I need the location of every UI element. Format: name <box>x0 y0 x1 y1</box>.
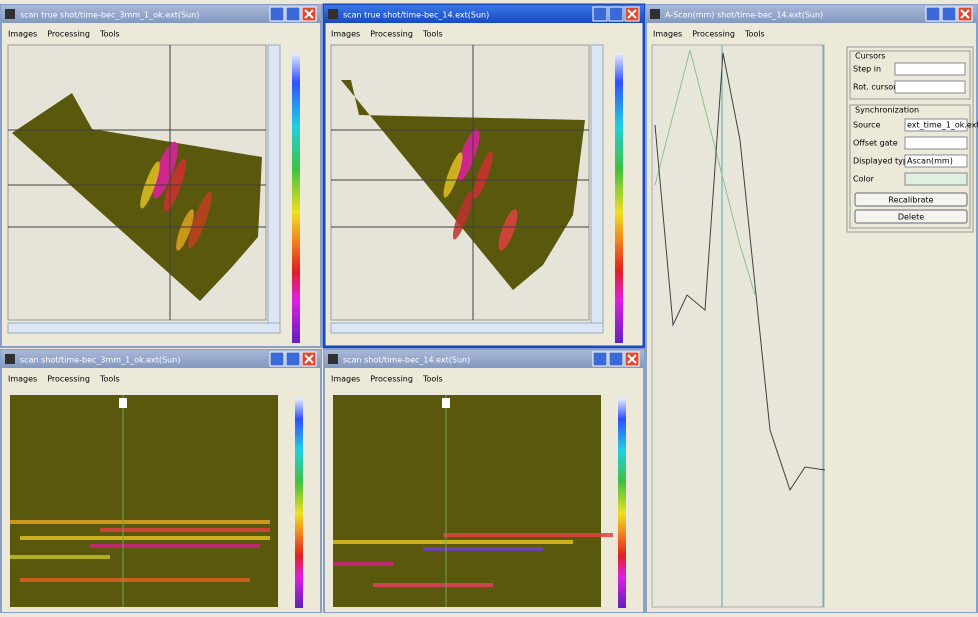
minimize-button[interactable] <box>593 352 607 366</box>
field-label: Step in <box>853 65 881 74</box>
menu-item[interactable]: Processing <box>370 30 413 39</box>
menu-item[interactable]: Tools <box>99 375 120 384</box>
scrollbar[interactable] <box>331 323 603 333</box>
window-title: A-Scan(mm) shot/time-bec_14.ext(Sun) <box>665 11 823 20</box>
scrollbar-v[interactable] <box>591 45 603 323</box>
menu-item[interactable]: Processing <box>47 30 90 39</box>
scrollbar[interactable] <box>8 323 280 333</box>
field-label: Offset gate <box>853 139 898 148</box>
input-box[interactable] <box>895 63 965 75</box>
screen: scan true shot/time-bec_3mm_1_ok.ext(Sun… <box>0 0 978 613</box>
button-label: Recalibrate <box>888 196 933 205</box>
minimize-button[interactable] <box>593 7 607 21</box>
menu-item[interactable]: Tools <box>422 30 443 39</box>
group-title: Cursors <box>855 52 885 61</box>
echo-stripe <box>10 555 110 559</box>
window: scan true shot/time-bec_3mm_1_ok.ext(Sun… <box>1 5 321 347</box>
window: scan true shot/time-bec_14.ext(Sun) Image… <box>324 5 644 347</box>
menu-item[interactable]: Tools <box>422 375 443 384</box>
echo-stripe <box>100 528 270 532</box>
echo-stripe <box>373 583 493 587</box>
echo-stripe <box>10 520 270 524</box>
window-icon <box>5 354 15 364</box>
echo-stripe <box>423 547 543 551</box>
color-bar <box>295 398 303 608</box>
window-icon <box>650 9 660 19</box>
echo-stripe <box>90 544 260 548</box>
field-label: Color <box>853 175 875 184</box>
menu-item[interactable]: Images <box>331 375 360 384</box>
field-label: Displayed type <box>853 157 913 166</box>
menu-item[interactable]: Images <box>653 30 682 39</box>
menu-item[interactable]: Images <box>8 30 37 39</box>
echo-stripe <box>333 562 393 566</box>
minimize-button[interactable] <box>270 352 284 366</box>
cursor-handle[interactable] <box>442 398 450 408</box>
echo-stripe <box>20 578 250 582</box>
plot-area <box>10 395 278 607</box>
maximize-button[interactable] <box>286 7 300 21</box>
field-label: Rot. cursor <box>853 83 897 92</box>
input-box[interactable] <box>895 81 965 93</box>
button-label: Delete <box>898 213 924 222</box>
menu-item[interactable]: Images <box>331 30 360 39</box>
maximize-button[interactable] <box>942 7 956 21</box>
window-title: scan shot/time-bec_3mm_1_ok.ext(Sun) <box>20 356 180 365</box>
maximize-button[interactable] <box>286 352 300 366</box>
maximize-button[interactable] <box>609 7 623 21</box>
window: scan shot/time-bec_3mm_1_ok.ext(Sun) Imag… <box>1 350 321 613</box>
window-icon <box>328 354 338 364</box>
echo-stripe <box>443 533 613 537</box>
field-value: ext_time_1_ok.ext(Sun) <box>907 121 978 130</box>
minimize-button[interactable] <box>270 7 284 21</box>
field-value: Ascan(mm) <box>907 157 953 166</box>
window: scan shot/time-bec_14.ext(Sun) Images Proc… <box>324 350 644 613</box>
plot-area <box>333 395 601 607</box>
color-bar <box>618 398 626 608</box>
echo-stripe <box>333 540 573 544</box>
menu-item[interactable]: Processing <box>47 375 90 384</box>
window-title: scan true shot/time-bec_3mm_1_ok.ext(Sun… <box>20 11 199 20</box>
window-icon <box>5 9 15 19</box>
window-icon <box>328 9 338 19</box>
menu-item[interactable]: Tools <box>744 30 765 39</box>
input-box[interactable] <box>905 137 967 149</box>
input-box[interactable] <box>905 173 967 185</box>
color-bar <box>292 53 300 343</box>
maximize-button[interactable] <box>609 352 623 366</box>
window: A-Scan(mm) shot/time-bec_14.ext(Sun) Imag… <box>646 5 978 613</box>
field-label: Source <box>853 121 881 130</box>
echo-stripe <box>20 536 270 540</box>
menu-item[interactable]: Processing <box>370 375 413 384</box>
minimize-button[interactable] <box>926 7 940 21</box>
cursor-handle[interactable] <box>119 398 127 408</box>
menu-item[interactable]: Images <box>8 375 37 384</box>
window-title: scan true shot/time-bec_14.ext(Sun) <box>343 11 489 20</box>
menu-item[interactable]: Processing <box>692 30 735 39</box>
scrollbar-v[interactable] <box>268 45 280 323</box>
color-bar <box>615 53 623 343</box>
window-title: scan shot/time-bec_14.ext(Sun) <box>343 356 470 365</box>
menu-item[interactable]: Tools <box>99 30 120 39</box>
group-title: Synchronization <box>855 106 919 115</box>
